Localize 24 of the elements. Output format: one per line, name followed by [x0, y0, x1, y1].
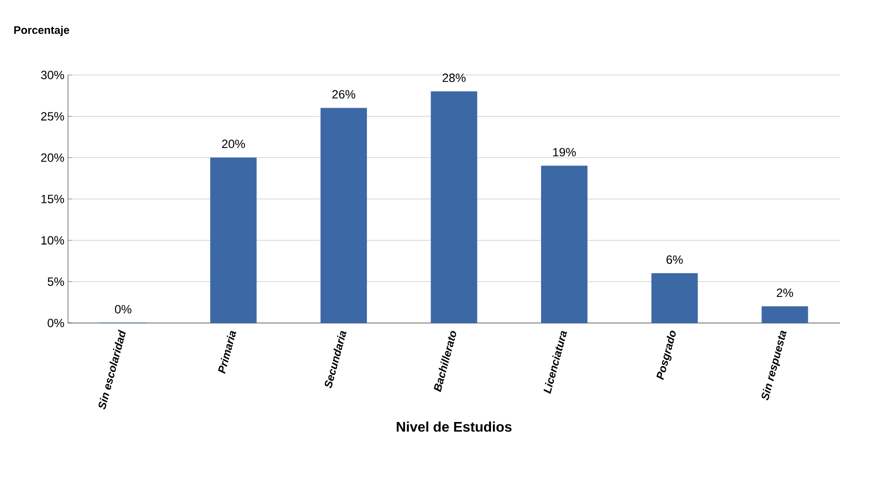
y-tick-label: 20% — [41, 153, 64, 162]
y-tick-label: 10% — [41, 236, 64, 245]
x-tick-label: Sin respuesta — [762, 330, 787, 400]
data-label: 2% — [776, 288, 794, 297]
data-label: 26% — [332, 90, 356, 99]
x-axis-title: Nivel de Estudios — [396, 422, 512, 432]
y-tick-label: 0% — [48, 318, 64, 328]
bar — [762, 306, 808, 324]
y-tick-label: 5% — [48, 277, 64, 286]
bar — [210, 157, 257, 324]
x-tick-label: Primaria — [218, 330, 236, 374]
data-label: 20% — [222, 140, 245, 148]
data-label: 6% — [666, 255, 683, 264]
y-axis-title: Porcentaje — [14, 26, 70, 36]
y-tick-label: 15% — [41, 194, 64, 204]
data-label: 28% — [442, 74, 466, 82]
bar — [541, 166, 588, 324]
data-label: 0% — [114, 305, 132, 314]
bar — [320, 108, 367, 324]
bar — [651, 273, 698, 324]
data-label: 19% — [553, 148, 576, 156]
y-tick-label: 30% — [41, 70, 64, 80]
bar — [430, 91, 478, 324]
y-tick-label: 25% — [41, 112, 64, 121]
